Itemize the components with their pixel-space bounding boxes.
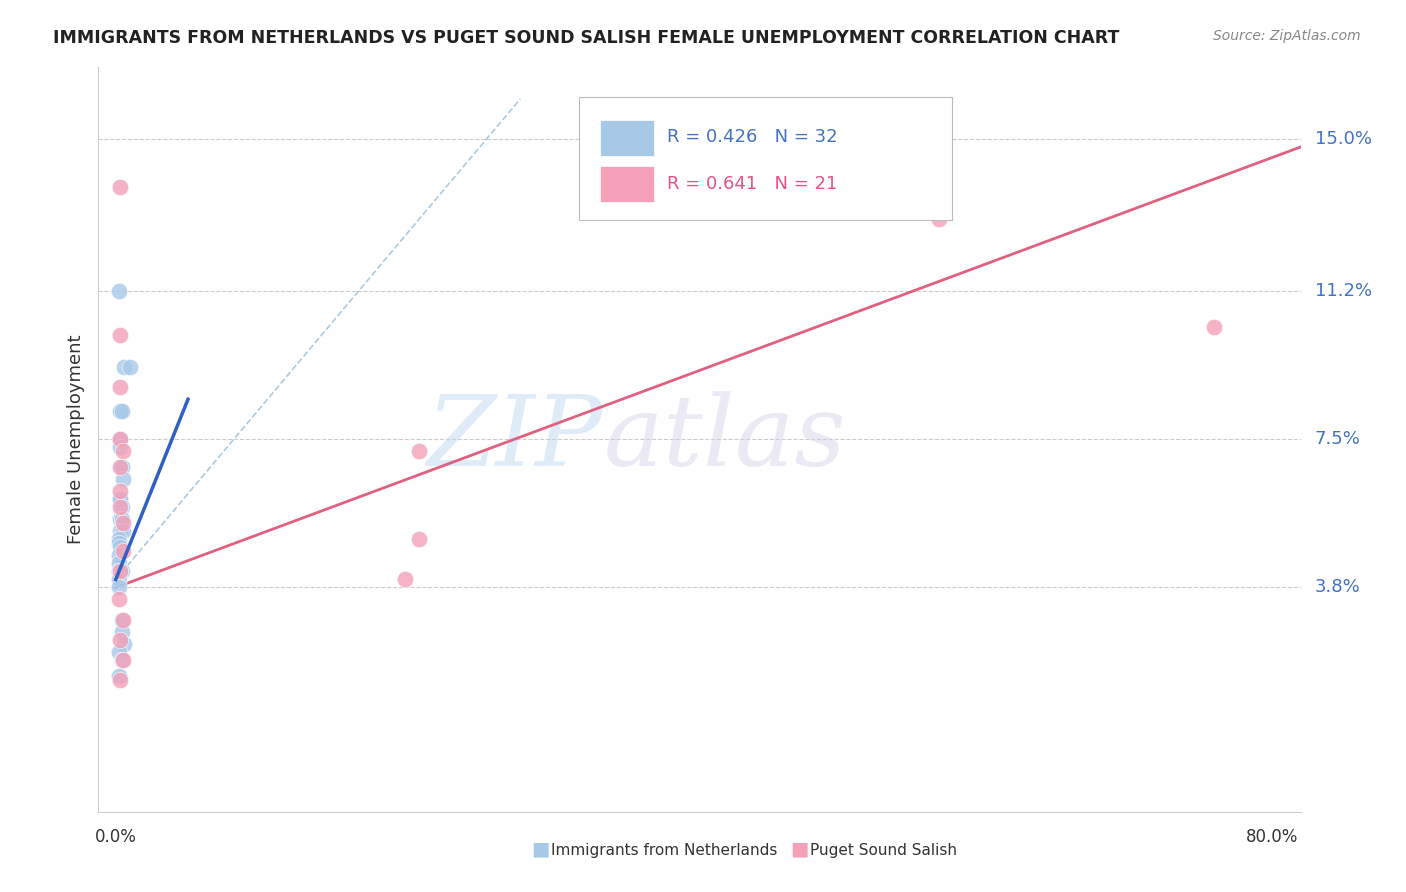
Point: [111, 444, 134, 458]
Point: [110, 624, 132, 639]
Point: [108, 484, 131, 499]
Text: IMMIGRANTS FROM NETHERLANDS VS PUGET SOUND SALISH FEMALE UNEMPLOYMENT CORRELATIO: IMMIGRANTS FROM NETHERLANDS VS PUGET SOU…: [53, 29, 1119, 46]
Point: [108, 460, 131, 475]
Text: atlas: atlas: [603, 392, 846, 487]
Text: ■: ■: [531, 839, 550, 859]
Point: [108, 492, 131, 507]
Point: [108, 524, 131, 539]
Point: [111, 472, 134, 486]
Point: [110, 565, 132, 579]
Text: ■: ■: [790, 839, 808, 859]
Point: [108, 433, 131, 447]
FancyBboxPatch shape: [579, 96, 952, 219]
Point: [107, 536, 129, 550]
Point: [107, 557, 129, 571]
Point: [112, 636, 135, 650]
Point: [108, 440, 131, 454]
Point: [107, 592, 129, 607]
Point: [111, 544, 134, 558]
Point: [108, 380, 131, 394]
Point: [107, 565, 129, 579]
Text: 7.5%: 7.5%: [1315, 430, 1361, 449]
Y-axis label: Female Unemployment: Female Unemployment: [66, 334, 84, 544]
Point: [1202, 320, 1225, 334]
Point: [107, 668, 129, 682]
Text: R = 0.426   N = 32: R = 0.426 N = 32: [666, 128, 838, 146]
Point: [112, 360, 135, 375]
Text: Immigrants from Netherlands: Immigrants from Netherlands: [551, 844, 778, 858]
Point: [107, 549, 129, 563]
Point: [108, 180, 131, 194]
Point: [111, 613, 134, 627]
Text: Puget Sound Salish: Puget Sound Salish: [810, 844, 957, 858]
Text: 3.8%: 3.8%: [1315, 579, 1361, 597]
Point: [928, 212, 950, 227]
Point: [110, 460, 132, 475]
Point: [111, 524, 134, 539]
Point: [120, 360, 142, 375]
Bar: [600, 120, 654, 156]
Point: [108, 500, 131, 515]
Bar: [600, 167, 654, 202]
Text: 15.0%: 15.0%: [1315, 130, 1372, 148]
Point: [408, 533, 430, 547]
Text: 80.0%: 80.0%: [1246, 828, 1298, 847]
Point: [108, 632, 131, 647]
Text: R = 0.641   N = 21: R = 0.641 N = 21: [666, 175, 838, 193]
Text: Source: ZipAtlas.com: Source: ZipAtlas.com: [1213, 29, 1361, 43]
Point: [110, 512, 132, 526]
Point: [107, 644, 129, 658]
Point: [111, 516, 134, 531]
Point: [394, 573, 416, 587]
Point: [108, 433, 131, 447]
Point: [110, 652, 132, 666]
Point: [408, 444, 430, 458]
Point: [108, 492, 131, 507]
Point: [110, 404, 132, 418]
Point: [108, 673, 131, 687]
Point: [108, 565, 131, 579]
Point: [107, 573, 129, 587]
Text: 11.2%: 11.2%: [1315, 282, 1372, 300]
Point: [108, 512, 131, 526]
Point: [107, 581, 129, 595]
Text: ZIP: ZIP: [427, 392, 603, 487]
Text: 0.0%: 0.0%: [94, 828, 136, 847]
Point: [110, 460, 132, 475]
Point: [110, 613, 132, 627]
Point: [108, 404, 131, 418]
Point: [110, 500, 132, 515]
Point: [111, 652, 134, 666]
Point: [107, 284, 129, 298]
Point: [107, 533, 129, 547]
Point: [108, 328, 131, 343]
Point: [108, 541, 131, 555]
